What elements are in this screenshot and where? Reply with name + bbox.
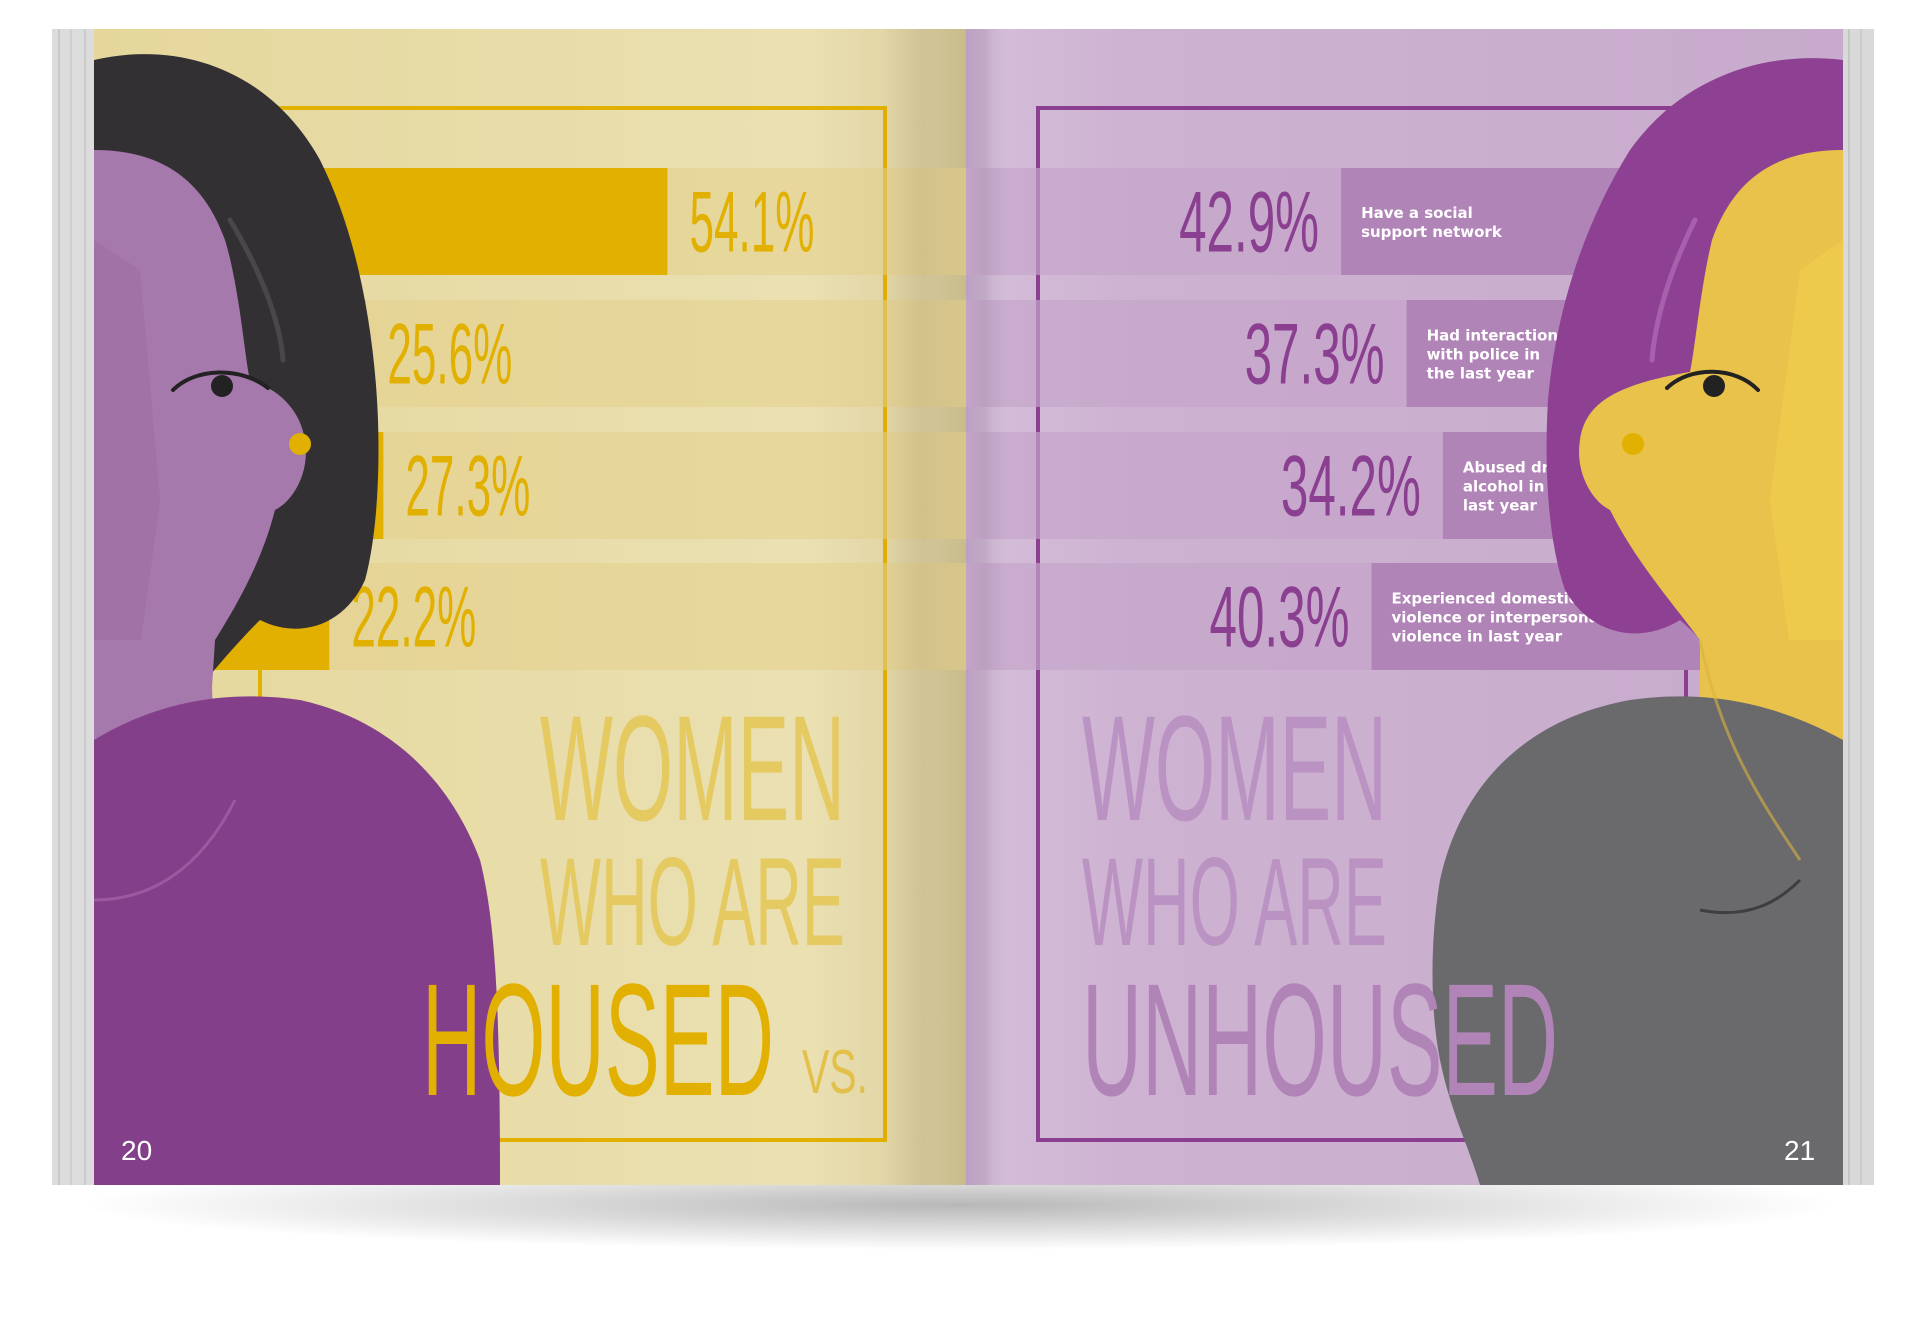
unhoused-woman-shirt [1432, 696, 1843, 1185]
unhoused-value-label: 37.3% [1245, 307, 1385, 403]
unhoused-value-label: 40.3% [1209, 570, 1349, 666]
right-page-edges [1838, 29, 1874, 1185]
housed-value-label: 25.6% [387, 307, 512, 403]
unhoused-category-label: support network [1361, 223, 1503, 241]
housed-bar-track [365, 300, 966, 407]
unhoused-title-line1: WOMEN [1082, 684, 1387, 852]
housed-title-line1: WOMEN [540, 684, 845, 852]
unhoused-woman-face [1579, 150, 1843, 720]
housed-title-line3: HOUSED [422, 950, 774, 1129]
housed-bar-track [383, 432, 966, 539]
housed-value-label: 54.1% [689, 175, 814, 271]
unhoused-category-label: last year [1463, 497, 1538, 515]
unhoused-woman-illustration [1432, 58, 1843, 1185]
housed-vs-label: VS. [802, 1038, 868, 1107]
unhoused-category-label: violence or interpersonal [1391, 609, 1603, 627]
left-page: 54.1% 25.6% 27.3% 22.2% WOMEN WHO ARE HOUSE… [94, 29, 966, 1185]
unhoused-bar-track [966, 300, 1407, 407]
unhoused-value-label: 34.2% [1281, 439, 1421, 535]
unhoused-value-label: 42.9% [1179, 175, 1319, 271]
housed-woman-eye [171, 370, 270, 392]
left-page-number: 20 [121, 1135, 152, 1166]
unhoused-title-line2: WHO ARE [1082, 833, 1387, 972]
unhoused-category-label: Had interactions [1427, 327, 1568, 345]
housed-value-label: 27.3% [405, 439, 530, 535]
unhoused-bar-track [966, 563, 1372, 670]
housed-woman-illustration [94, 54, 500, 1185]
unhoused-woman-earring [1622, 433, 1644, 455]
unhoused-category-label: the last year [1427, 365, 1535, 383]
unhoused-category-label: Have a social [1361, 204, 1473, 222]
unhoused-title-line3: UNHOUSED [1082, 950, 1558, 1129]
unhoused-category-label: violence in last year [1391, 628, 1562, 646]
housed-bar-track [329, 563, 966, 670]
housed-woman-shirt [94, 696, 500, 1185]
housed-title-line2: WHO ARE [540, 833, 845, 972]
unhoused-category-label: with police in [1427, 346, 1541, 364]
unhoused-category-label: Experienced domestic [1391, 590, 1577, 608]
right-page-number: 21 [1784, 1135, 1815, 1166]
unhoused-woman-eye [1665, 369, 1760, 392]
housed-value-label: 22.2% [351, 570, 476, 666]
unhoused-bar-track [966, 432, 1443, 539]
housed-woman-earring [289, 433, 311, 455]
unhoused-bar-track [966, 168, 1342, 275]
